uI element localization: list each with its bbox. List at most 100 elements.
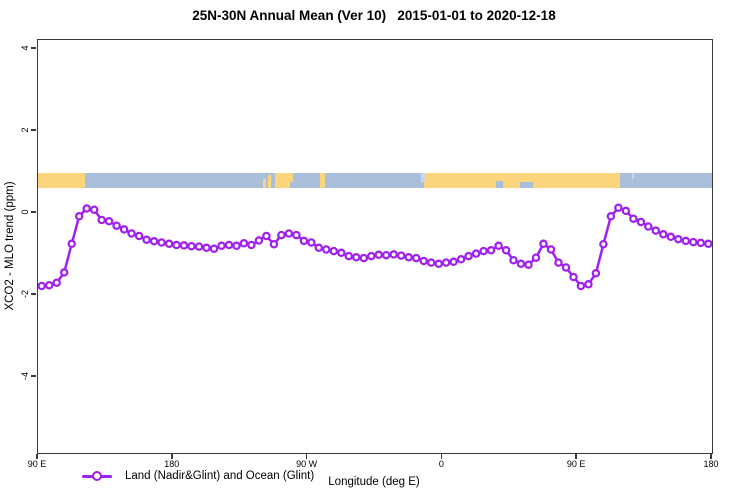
data-series-svg: [38, 203, 712, 291]
data-point-marker: [381, 250, 391, 260]
legend-line-marker-icon: [82, 471, 112, 481]
data-point-marker: [217, 241, 226, 251]
data-point-marker: [696, 238, 706, 248]
legend: Land (Nadir&Glint) and Ocean (Glint): [82, 468, 314, 484]
y-axis-tick-label: -4: [20, 372, 30, 381]
data-point-marker: [322, 245, 331, 254]
ocean-patch: [289, 181, 293, 188]
land-patch: [268, 175, 272, 188]
data-point-marker: [494, 241, 503, 251]
data-point-marker: [576, 281, 586, 291]
data-point-marker: [82, 204, 91, 213]
data-point-marker: [299, 236, 309, 246]
data-point-marker: [659, 230, 668, 239]
data-point-marker: [531, 253, 541, 262]
ocean-light-patch: [631, 172, 634, 179]
data-point-marker: [591, 269, 601, 278]
x-axis-tick: [710, 454, 712, 459]
data-point-marker: [681, 236, 691, 246]
x-axis-title: Longitude (deg E): [328, 476, 420, 488]
data-point-marker: [644, 222, 653, 231]
data-point-marker: [404, 253, 413, 262]
x-axis-tick: [36, 454, 38, 459]
data-point-marker: [599, 239, 608, 249]
data-point-marker: [471, 249, 481, 258]
data-point-marker: [569, 272, 578, 282]
data-point-marker: [554, 258, 563, 267]
data-point-marker: [359, 253, 369, 263]
x-axis-tick: [305, 454, 308, 459]
data-point-marker: [441, 258, 451, 267]
land-patch: [263, 178, 266, 188]
data-point-marker: [187, 241, 196, 251]
x-axis-tick-label: 180: [703, 459, 719, 469]
y-axis-tick-label: -2: [20, 290, 30, 299]
legend-label: Land (Nadir&Glint) and Ocean (Glint): [125, 470, 315, 482]
data-point-marker: [149, 237, 159, 246]
data-point-marker: [614, 203, 623, 212]
data-point-marker: [501, 246, 511, 255]
data-point-marker: [584, 280, 593, 289]
data-point-marker: [434, 259, 443, 269]
data-point-marker: [269, 239, 279, 249]
data-point-marker: [38, 281, 46, 291]
data-point-marker: [67, 239, 76, 249]
ocean-segment: [85, 172, 276, 188]
data-point-marker: [277, 230, 286, 240]
y-axis-tick: [31, 293, 36, 295]
data-point-marker: [202, 243, 211, 253]
data-point-marker: [396, 251, 406, 260]
data-point-marker: [651, 226, 661, 235]
land-segment: [320, 172, 325, 188]
data-point-marker: [239, 239, 249, 248]
data-point-marker: [561, 263, 571, 272]
data-point-marker: [524, 260, 533, 269]
data-point-marker: [134, 231, 144, 241]
data-point-marker: [247, 240, 256, 250]
data-point-marker: [516, 259, 526, 269]
data-point-marker: [172, 240, 181, 250]
data-point-marker: [546, 245, 556, 254]
land-segment: [275, 172, 293, 188]
x-axis-tick-label: 90 E: [566, 459, 586, 469]
data-point-marker: [539, 239, 548, 249]
data-point-marker: [337, 248, 346, 258]
data-point-marker: [307, 238, 316, 247]
y-axis-tick: [31, 129, 36, 131]
data-point-marker: [636, 217, 646, 227]
y-axis-tick: [31, 211, 36, 213]
data-point-marker: [411, 253, 421, 263]
data-point-marker: [352, 253, 361, 262]
y-axis-tick-label: 2: [20, 127, 30, 133]
x-axis-tick-label: 90 W: [296, 459, 318, 469]
data-point-marker: [194, 242, 204, 251]
y-axis-title: XCO2 - MLO trend (ppm): [4, 181, 16, 311]
data-point-marker: [59, 268, 69, 277]
plot-area: Land (Nadir&Glint) and Ocean (Glint): [37, 39, 713, 482]
data-point-marker: [606, 212, 616, 221]
data-point-marker: [674, 234, 683, 244]
data-point-marker: [666, 232, 676, 242]
y-axis-tick: [31, 47, 36, 49]
data-point-marker: [104, 216, 114, 226]
data-point-marker: [367, 251, 376, 261]
data-point-marker: [314, 243, 324, 253]
data-point-marker: [119, 225, 129, 234]
chart-title: 25N-30N Annual Mean (Ver 10) 2015-01-01 …: [192, 8, 556, 23]
data-point-marker: [329, 246, 339, 256]
data-point-marker: [127, 229, 136, 238]
x-axis-tick-label: 90 E: [27, 459, 47, 469]
data-point-marker: [629, 214, 638, 223]
data-point-marker: [179, 241, 189, 250]
ocean-segment: [292, 172, 321, 188]
data-point-marker: [479, 246, 488, 256]
data-point-marker: [621, 206, 631, 216]
data-point-marker: [449, 257, 458, 267]
data-point-marker: [142, 235, 151, 244]
y-axis-tick-label: 4: [20, 45, 30, 51]
data-point-marker: [292, 230, 301, 240]
ocean-segment: [324, 172, 425, 188]
data-point-marker: [456, 255, 466, 264]
data-point-marker: [224, 240, 234, 250]
data-point-marker: [254, 236, 264, 245]
